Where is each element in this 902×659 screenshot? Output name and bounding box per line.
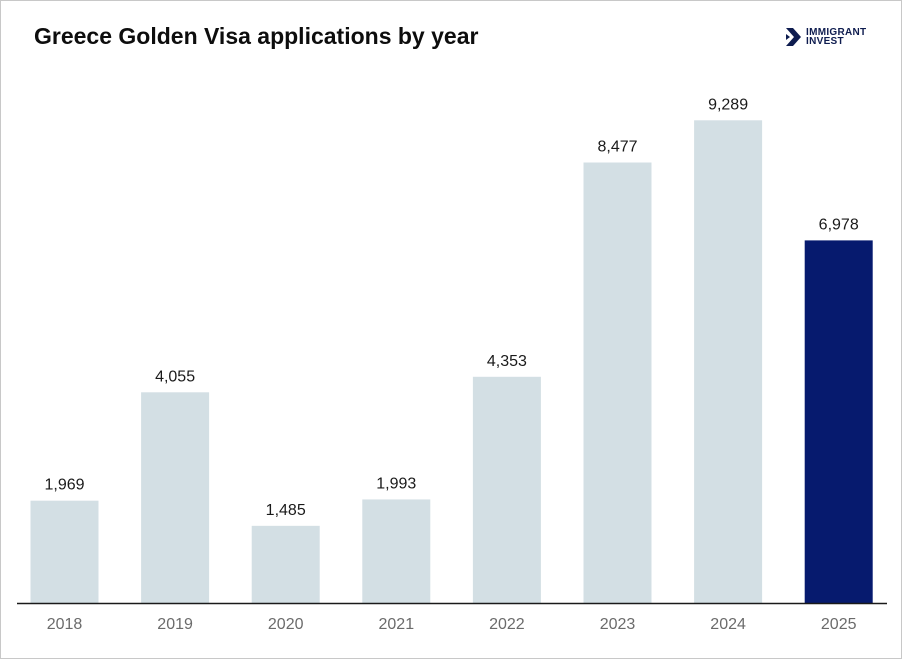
- data-label-2020: 1,485: [266, 502, 306, 519]
- bar-2019: [141, 392, 210, 603]
- chart-title: Greece Golden Visa applications by year: [34, 23, 479, 49]
- data-label-2021: 1,993: [376, 475, 416, 492]
- bar-2023: [583, 162, 652, 603]
- x-tick-label-2020: 2020: [268, 616, 304, 633]
- data-label-2019: 4,055: [155, 368, 195, 385]
- x-tick-label-2019: 2019: [157, 616, 193, 633]
- bar-2022: [472, 376, 541, 603]
- immigrant-invest-logo: IMMIGRANT INVEST: [786, 27, 867, 47]
- bar-2025: [804, 240, 873, 603]
- data-label-2022: 4,353: [487, 353, 527, 370]
- x-tick-label-2024: 2024: [710, 616, 746, 633]
- data-label-2018: 1,969: [44, 477, 84, 494]
- bar-2024: [694, 120, 763, 604]
- data-label-2024: 9,289: [708, 96, 748, 113]
- bar-2020: [251, 525, 320, 603]
- x-tick-label-2023: 2023: [600, 616, 636, 633]
- bar-2021: [362, 499, 431, 603]
- x-tick-label-2022: 2022: [489, 616, 525, 633]
- logo-line-2: INVEST: [806, 36, 844, 47]
- x-tick-label-2025: 2025: [821, 616, 857, 633]
- logo-line-1: IMMIGRANT: [806, 27, 867, 38]
- data-label-2023: 8,477: [597, 138, 637, 155]
- chevron-arrow-icon: [786, 28, 801, 46]
- x-tick-label-2018: 2018: [47, 616, 83, 633]
- logo-text: IMMIGRANT INVEST: [806, 27, 867, 47]
- data-label-2025: 6,978: [819, 216, 859, 233]
- x-tick-label-2021: 2021: [379, 616, 415, 633]
- bar-2018: [30, 500, 99, 603]
